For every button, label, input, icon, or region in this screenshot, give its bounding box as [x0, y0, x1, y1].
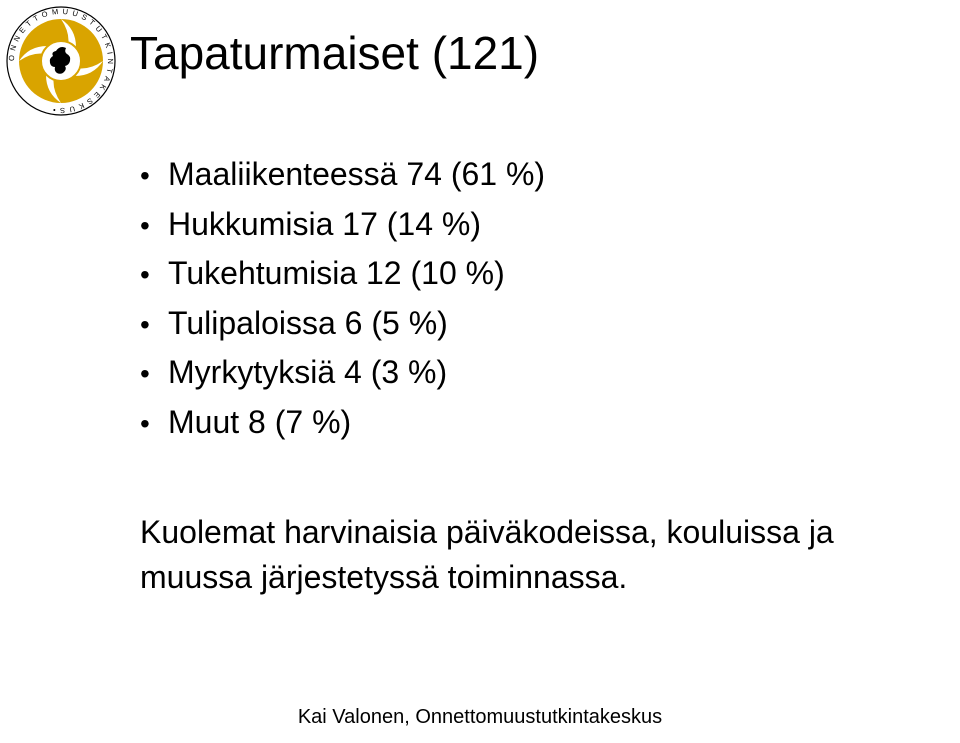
list-item: Tulipaloissa 6 (5 %)	[140, 299, 900, 349]
list-item: Hukkumisia 17 (14 %)	[140, 200, 900, 250]
footer-text: Kai Valonen, Onnettomuustutkintakeskus	[0, 706, 960, 729]
list-item: Myrkytyksiä 4 (3 %)	[140, 348, 900, 398]
slide: O N N E T T O M U U S T U T K I N T A K …	[0, 0, 960, 743]
body-paragraph: Kuolemat harvinaisia päiväkodeissa, koul…	[140, 510, 910, 600]
list-item: Muut 8 (7 %)	[140, 398, 900, 448]
slide-title: Tapaturmaiset (121)	[130, 26, 539, 80]
org-logo: O N N E T T O M U U S T U T K I N T A K …	[6, 6, 116, 116]
list-item: Tukehtumisia 12 (10 %)	[140, 249, 900, 299]
bullet-list: Maaliikenteessä 74 (61 %) Hukkumisia 17 …	[140, 150, 900, 448]
list-item: Maaliikenteessä 74 (61 %)	[140, 150, 900, 200]
